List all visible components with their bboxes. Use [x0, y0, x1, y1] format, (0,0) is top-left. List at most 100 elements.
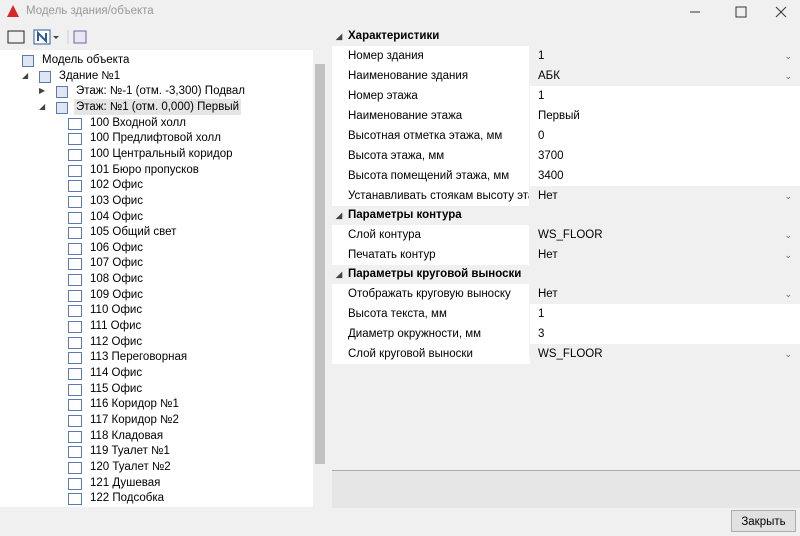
tree-node[interactable]: 100 Центральный коридор	[0, 146, 313, 162]
tree-node[interactable]: 121 Душевая	[0, 475, 313, 491]
property-row[interactable]: Высотная отметка этажа, мм 0	[332, 126, 800, 147]
property-value[interactable]: АБК ⌄	[530, 66, 800, 86]
node-label: Этаж: №1 (отм. 0,000) Первый	[74, 98, 242, 115]
property-row[interactable]: Номер этажа 1	[332, 86, 800, 107]
property-value[interactable]: Нет ⌄	[530, 245, 800, 265]
node-icon	[68, 305, 82, 318]
property-value[interactable]: WS_FLOOR ⌄	[530, 344, 800, 364]
tree-node[interactable]: 113 Переговорная	[0, 349, 313, 365]
expander[interactable]: ◢	[22, 70, 29, 80]
splitter[interactable]	[327, 27, 332, 507]
dropdown-arrow[interactable]: ⌄	[784, 51, 792, 61]
scroll-thumb[interactable]	[315, 64, 325, 464]
tree-node[interactable]: 109 Офис	[0, 287, 313, 303]
dropdown-arrow[interactable]: ⌄	[784, 349, 792, 359]
category-header[interactable]: ◢ Характеристики	[332, 27, 800, 46]
property-value[interactable]: 1	[530, 86, 800, 106]
tree-node[interactable]: 119 Туалет №1	[0, 443, 313, 459]
property-value[interactable]: Нет ⌄	[530, 186, 800, 206]
property-row[interactable]: Слой круговой выноски WS_FLOOR ⌄	[332, 344, 800, 365]
collapse-icon[interactable]: ◢	[336, 270, 343, 279]
tree-node[interactable]: 108 Офис	[0, 271, 313, 287]
dropdown-arrow[interactable]: ⌄	[784, 191, 792, 201]
property-name: Диаметр окружности, мм	[348, 328, 482, 340]
category-header[interactable]: ◢ Параметры круговой выноски	[332, 265, 800, 284]
tree-node[interactable]: 100 Входной холл	[0, 115, 313, 131]
tree-node[interactable]: 100 Предлифтовой холл	[0, 130, 313, 146]
property-name: Отображать круговую выноску	[348, 288, 511, 300]
tree-node[interactable]: 111 Офис	[0, 318, 313, 334]
tree-node[interactable]: 118 Кладовая	[0, 428, 313, 444]
tree-node[interactable]: 117 Коридор №2	[0, 412, 313, 428]
node-label: 101 Бюро пропусков	[90, 163, 199, 176]
dropdown-arrow[interactable]: ⌄	[784, 250, 792, 260]
property-value[interactable]: WS_FLOOR ⌄	[530, 225, 800, 245]
property-row[interactable]: Наименование этажа Первый	[332, 106, 800, 127]
property-row[interactable]: Высота текста, мм 1	[332, 304, 800, 325]
tree-node[interactable]: 110 Офис	[0, 302, 313, 318]
node-label: 106 Офис	[90, 241, 143, 254]
tree-node[interactable]: 116 Коридор №1	[0, 396, 313, 412]
expander[interactable]: ▶	[39, 86, 46, 96]
tree-node[interactable]: 112 Офис	[0, 334, 313, 350]
node-icon	[68, 477, 82, 490]
close-button[interactable]: Закрыть	[731, 510, 796, 532]
expander[interactable]: ◢	[39, 101, 46, 111]
tree-node[interactable]: 107 Офис	[0, 255, 313, 271]
node-label: 107 Офис	[90, 257, 143, 270]
window-controls[interactable]	[680, 0, 800, 24]
tree-node[interactable]: 115 Офис	[0, 381, 313, 397]
property-row[interactable]: Печатать контур Нет ⌄	[332, 245, 800, 266]
property-value[interactable]: Первый	[530, 106, 800, 126]
property-value[interactable]: 1 ⌄	[530, 46, 800, 66]
tree-node[interactable]: 104 Офис	[0, 209, 313, 225]
property-value[interactable]: 0	[530, 126, 800, 146]
tree-node[interactable]: ◢ Здание №1	[0, 68, 313, 84]
tree-node[interactable]: 101 Бюро пропусков	[0, 162, 313, 178]
dropdown-arrow[interactable]: ⌄	[784, 289, 792, 299]
node-icon	[68, 399, 82, 412]
property-name: Устанавливать стоякам высоту этаж...	[348, 190, 552, 202]
node-label: 113 Переговорная	[90, 351, 188, 364]
tree-node[interactable]: ◢ Этаж: №1 (отм. 0,000) Первый	[0, 98, 313, 115]
node-icon	[68, 180, 82, 193]
node-label: 111 Офис	[90, 320, 142, 333]
tree-node[interactable]: 105 Общий свет	[0, 224, 313, 240]
collapse-icon[interactable]: ◢	[336, 211, 343, 220]
tree-node[interactable]: 106 Офис	[0, 240, 313, 256]
tree-node[interactable]: ▶ Этаж: №-1 (отм. -3,300) Подвал	[0, 83, 313, 99]
toolbar[interactable]	[6, 28, 96, 46]
tree-node[interactable]: 120 Туалет №2	[0, 459, 313, 475]
node-label: 117 Коридор №2	[90, 413, 179, 426]
tree-node[interactable]: 103 Офис	[0, 193, 313, 209]
scrollbar[interactable]	[313, 50, 327, 507]
property-row[interactable]: Слой контура WS_FLOOR ⌄	[332, 225, 800, 246]
property-value[interactable]: 3700	[530, 146, 800, 166]
property-name: Слой контура	[348, 229, 421, 241]
tree-node[interactable]: Модель объекта	[0, 52, 313, 68]
property-row[interactable]: Высота этажа, мм 3700	[332, 146, 800, 167]
tree-node[interactable]: 102 Офис	[0, 177, 313, 193]
category-title: Параметры контура	[348, 209, 462, 221]
property-row[interactable]: Номер здания 1 ⌄	[332, 46, 800, 67]
node-icon	[68, 383, 82, 396]
property-row[interactable]: Высота помещений этажа, мм 3400	[332, 166, 800, 187]
dropdown-arrow[interactable]: ⌄	[784, 71, 792, 81]
tree-node[interactable]: 114 Офис	[0, 365, 313, 381]
property-value[interactable]: Нет ⌄	[530, 284, 800, 304]
tree-node[interactable]: 122 Подсобка	[0, 490, 313, 506]
window-title: Модель здания/объекта	[26, 5, 154, 17]
collapse-icon[interactable]: ◢	[336, 32, 343, 41]
dropdown-arrow[interactable]: ⌄	[784, 230, 792, 240]
property-row[interactable]: Наименование здания АБК ⌄	[332, 66, 800, 87]
node-icon	[68, 164, 82, 177]
property-row[interactable]: Отображать круговую выноску Нет ⌄	[332, 284, 800, 305]
property-value[interactable]: 1	[530, 304, 800, 324]
property-value[interactable]: 3400	[530, 166, 800, 186]
value-text: 3400	[538, 170, 564, 182]
category-header[interactable]: ◢ Параметры контура	[332, 206, 800, 225]
property-value[interactable]: 3	[530, 324, 800, 344]
property-row[interactable]: Диаметр окружности, мм 3	[332, 324, 800, 345]
property-row[interactable]: Устанавливать стоякам высоту этаж... Нет ⌄	[332, 186, 800, 207]
